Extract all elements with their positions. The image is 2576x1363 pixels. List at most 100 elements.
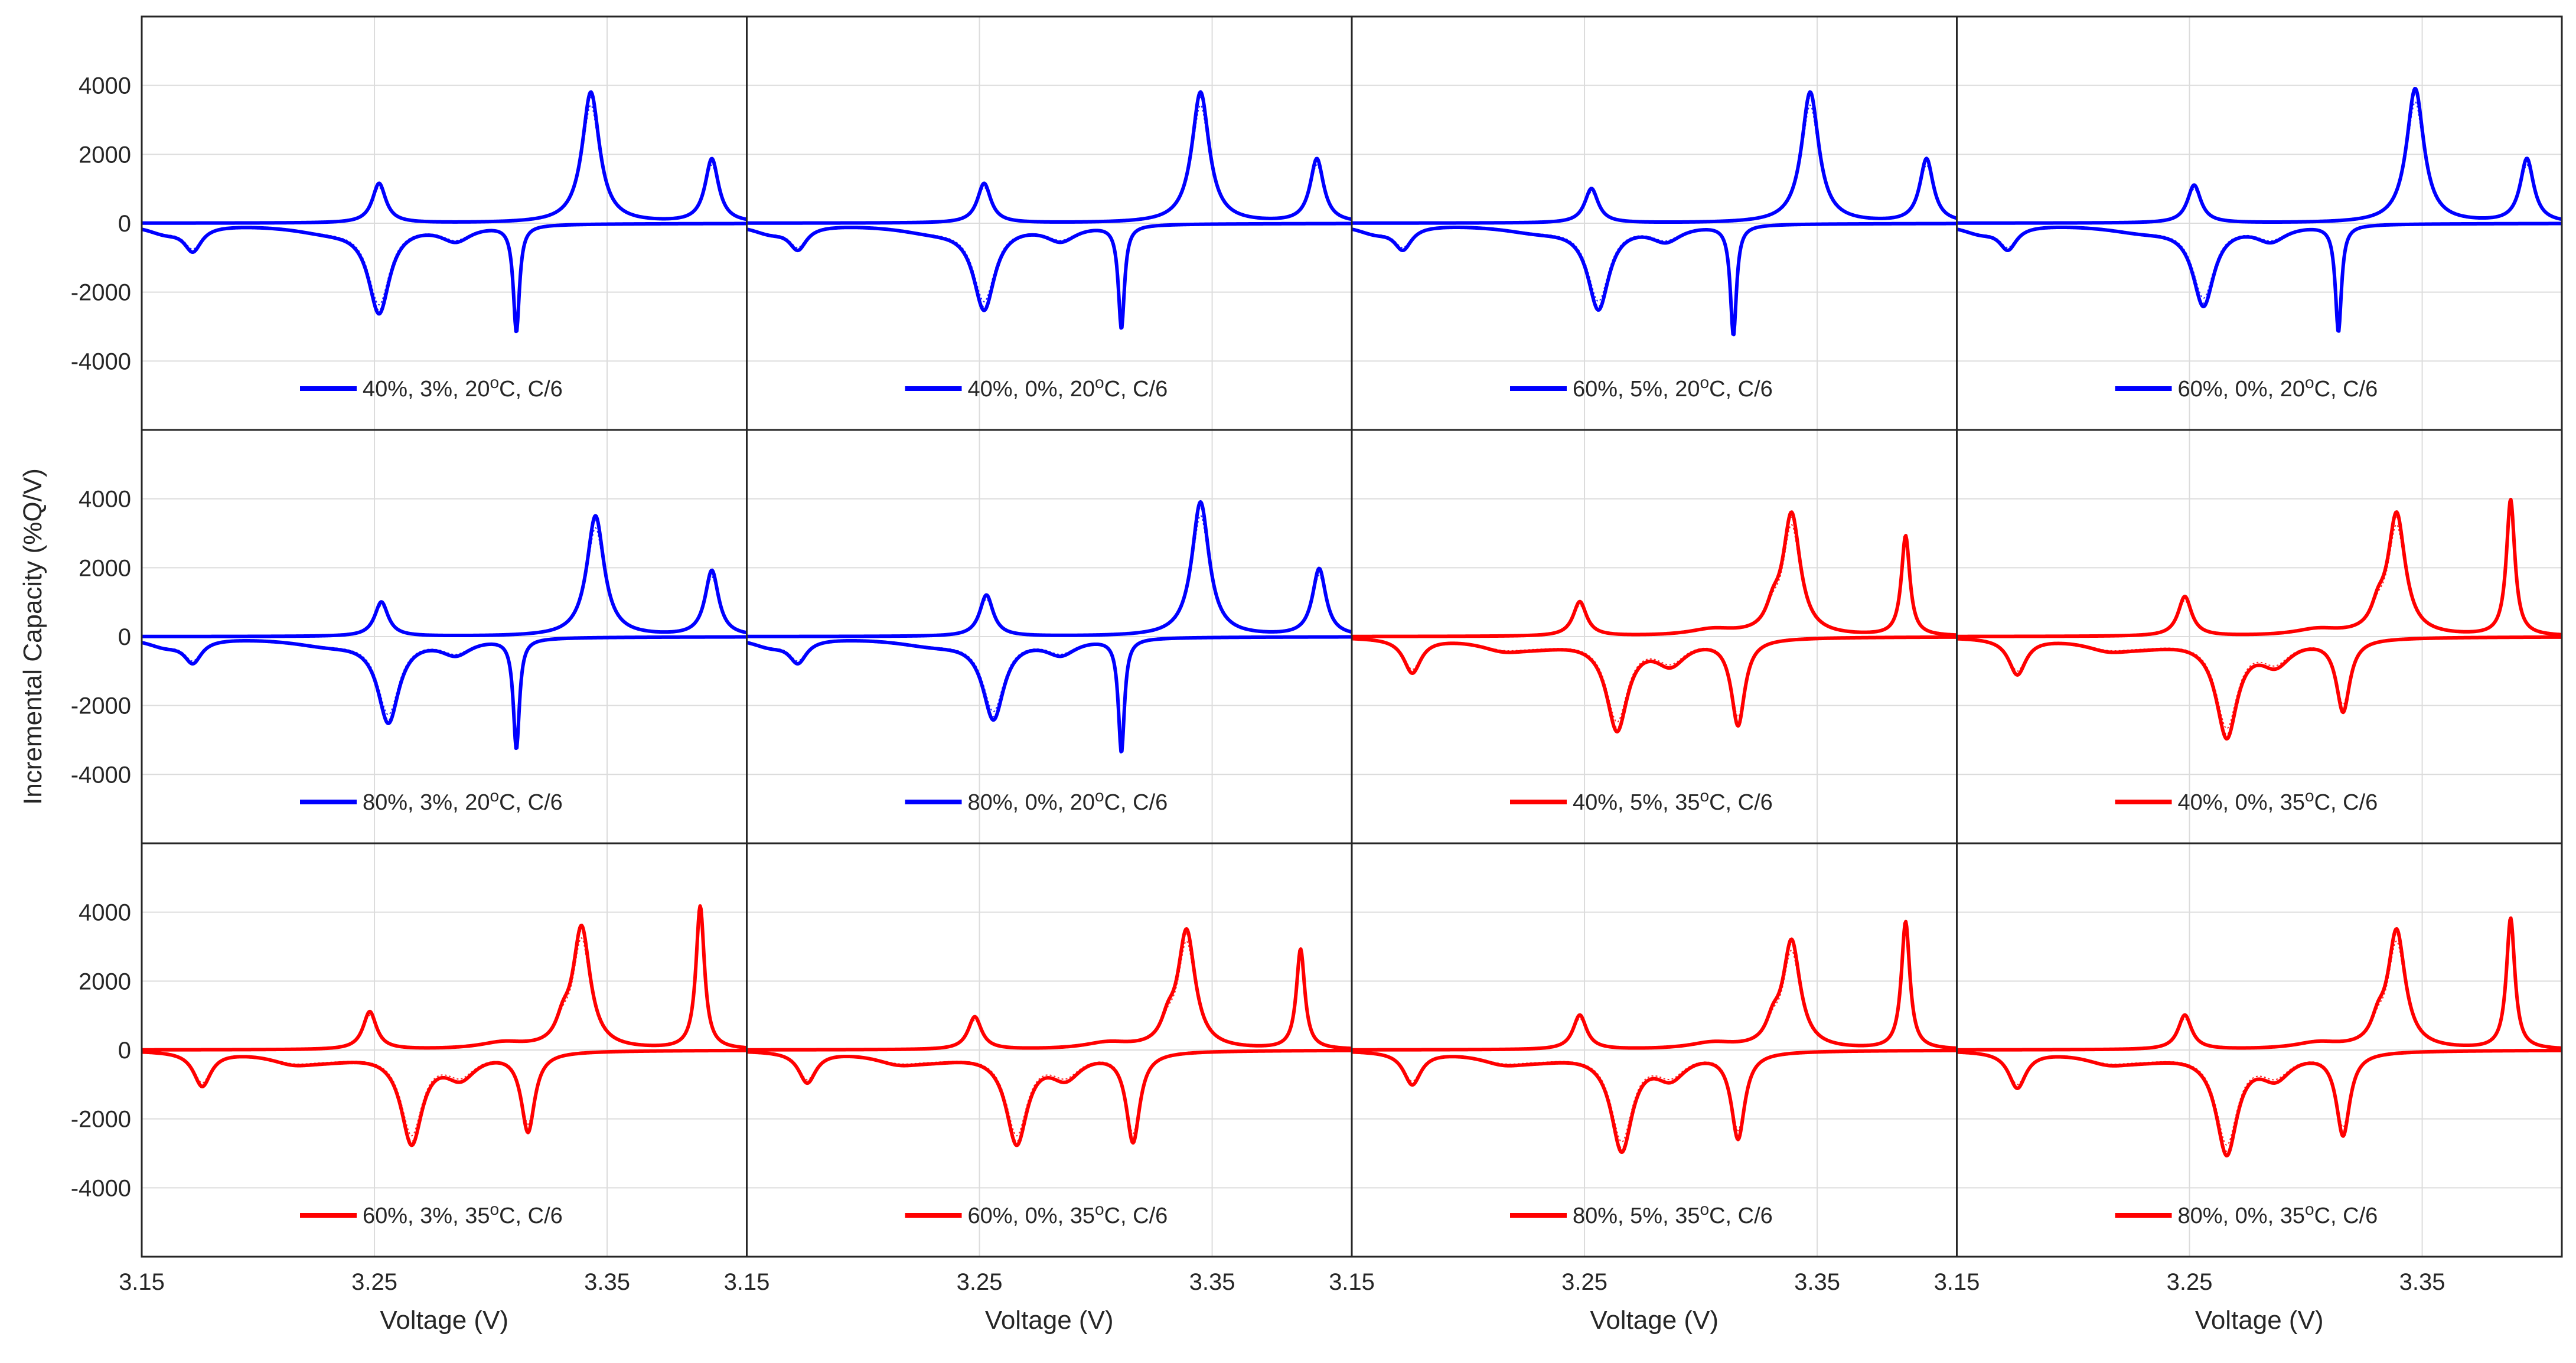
discharge-curve [1352,1048,1957,1155]
y-tick-label: -4000 [71,348,131,374]
legend-label: 40%, 0%, 20oC, C/6 [968,373,1168,402]
series-curves [1957,497,2562,741]
y-tick-label: -2000 [71,280,131,306]
panel-10: 60%, 0%, 35oC, C/6 3.15 3.25 3.35 Voltage (V… [724,842,1353,1335]
discharge-cycle-trace [1352,1049,1957,1143]
charge-cycle-trace [142,918,747,1051]
y-tick-label: 0 [118,624,131,650]
x-axis-title: Voltage (V) [2195,1306,2324,1335]
y-tick-label: -4000 [71,762,131,788]
charge-curve [1352,510,1957,638]
legend-label: 60%, 0%, 35oC, C/6 [968,1200,1168,1228]
panel-6: 80%, 0%, 20oC, C/6 [746,429,1353,844]
charge-curve [746,500,1352,638]
charge-curve [1352,919,1957,1052]
panel-7: 40%, 5%, 35oC, C/6 [1351,429,1958,844]
charge-cycle-trace [1352,932,1957,1051]
discharge-cycle-trace [1957,1049,2562,1152]
charge-curve [1352,90,1957,225]
panel-2: 40%, 0%, 20oC, C/6 [746,15,1353,431]
x-tick-label: 3.25 [351,1269,397,1295]
discharge-curve [746,635,1352,754]
charge-curve [1957,916,2562,1052]
discharge-cycle-trace [746,1049,1352,1142]
x-tick-label: 3.35 [1794,1269,1840,1295]
charge-cycle-trace [1352,105,1957,224]
x-tick-label: 3.15 [119,1269,165,1295]
charge-cycle-trace [746,104,1352,224]
discharge-curve [142,221,747,334]
series-curves [746,90,1352,330]
x-tick-label: 3.35 [1189,1269,1235,1295]
discharge-cycle-trace [1352,1049,1957,1149]
legend-label: 40%, 0%, 35oC, C/6 [2178,787,2378,815]
charge-cycle-trace [142,527,747,637]
charge-cycle-trace [1957,929,2562,1051]
y-tick-label: -2000 [71,693,131,719]
x-tick-label: 3.25 [1561,1269,1607,1295]
panel-4: 60%, 0%, 20oC, C/6 [1956,15,2563,431]
charge-curve [746,90,1352,225]
legend-label: 80%, 5%, 35oC, C/6 [1573,1200,1773,1228]
y-tick-label: 4000 [79,73,131,99]
charge-cycle-trace [1352,925,1957,1051]
panel-8: 40%, 0%, 35oC, C/6 [1956,429,2563,844]
charge-cycle-trace [1957,93,2562,224]
charge-curve [1957,497,2562,638]
charge-cycle-trace [1957,511,2562,637]
discharge-cycle-trace [1957,1049,2562,1146]
discharge-curve [1957,1048,2562,1157]
discharge-curve [1352,221,1957,337]
x-tick-label: 3.35 [2399,1269,2445,1295]
series-curves [142,904,747,1147]
charge-cycle-trace [746,940,1352,1051]
panel-5: 80%, 3%, 20oC, C/6 4000 2000 0 -2000 -4000 [71,429,748,844]
charge-cycle-trace [1957,503,2562,637]
legend-label: 60%, 0%, 20oC, C/6 [2178,373,2378,402]
charge-cycle-trace [746,933,1352,1051]
charge-cycle-trace [142,520,747,637]
discharge-curve [746,221,1352,330]
discharge-cycle-trace [1352,636,1957,729]
charge-curve [142,90,747,225]
discharge-curve [1957,635,2562,741]
legend-label: 60%, 3%, 35oC, C/6 [363,1200,563,1228]
discharge-cycle-trace [746,1049,1352,1137]
charge-curve [142,904,747,1052]
legend-label: 40%, 5%, 35oC, C/6 [1573,787,1773,815]
series-curves [746,927,1352,1147]
charge-cycle-trace [1957,921,2562,1051]
series-curves [746,500,1352,754]
y-tick-label: 2000 [79,555,131,581]
panel-frame [1956,842,2563,1258]
charge-curve [1957,87,2562,225]
panel-1: 40%, 3%, 20oC, C/6 4000 2000 0 -2000 -4000 [71,15,748,431]
discharge-cycle-trace [142,1049,747,1137]
discharge-cycle-trace [1957,636,2562,729]
x-axis-title: Voltage (V) [985,1306,1114,1335]
discharge-curve [142,1048,747,1147]
charge-cycle-trace [746,506,1352,637]
discharge-curve [1352,635,1957,734]
panel-3: 60%, 5%, 20oC, C/6 [1351,15,1958,431]
y-tick-label: -4000 [71,1175,131,1201]
discharge-curve [746,1048,1352,1147]
discharge-cycle-trace [1957,636,2562,736]
x-tick-label: 3.15 [724,1269,770,1295]
series-curves [142,90,747,334]
charge-cycle-trace [1957,101,2562,224]
panel-9: 60%, 3%, 35oC, C/6 4000 2000 0 -2000 -4000 3.1… [71,842,748,1335]
y-tick-label: 4000 [79,487,131,513]
panel-12: 80%, 0%, 35oC, C/6 3.15 3.25 3.35 Voltage (V… [1934,842,2563,1335]
legend-label: 40%, 3%, 20oC, C/6 [363,373,563,402]
legend-label: 80%, 0%, 20oC, C/6 [968,787,1168,815]
discharge-curve [142,635,747,751]
charge-cycle-trace [1352,524,1957,637]
y-tick-label: 2000 [79,142,131,168]
charge-cycle-trace [142,105,747,224]
panel-11: 80%, 5%, 35oC, C/6 3.15 3.25 3.35 Voltage (V… [1329,842,1958,1335]
y-tick-label: 0 [118,1038,131,1064]
series-curves [1352,510,1957,734]
